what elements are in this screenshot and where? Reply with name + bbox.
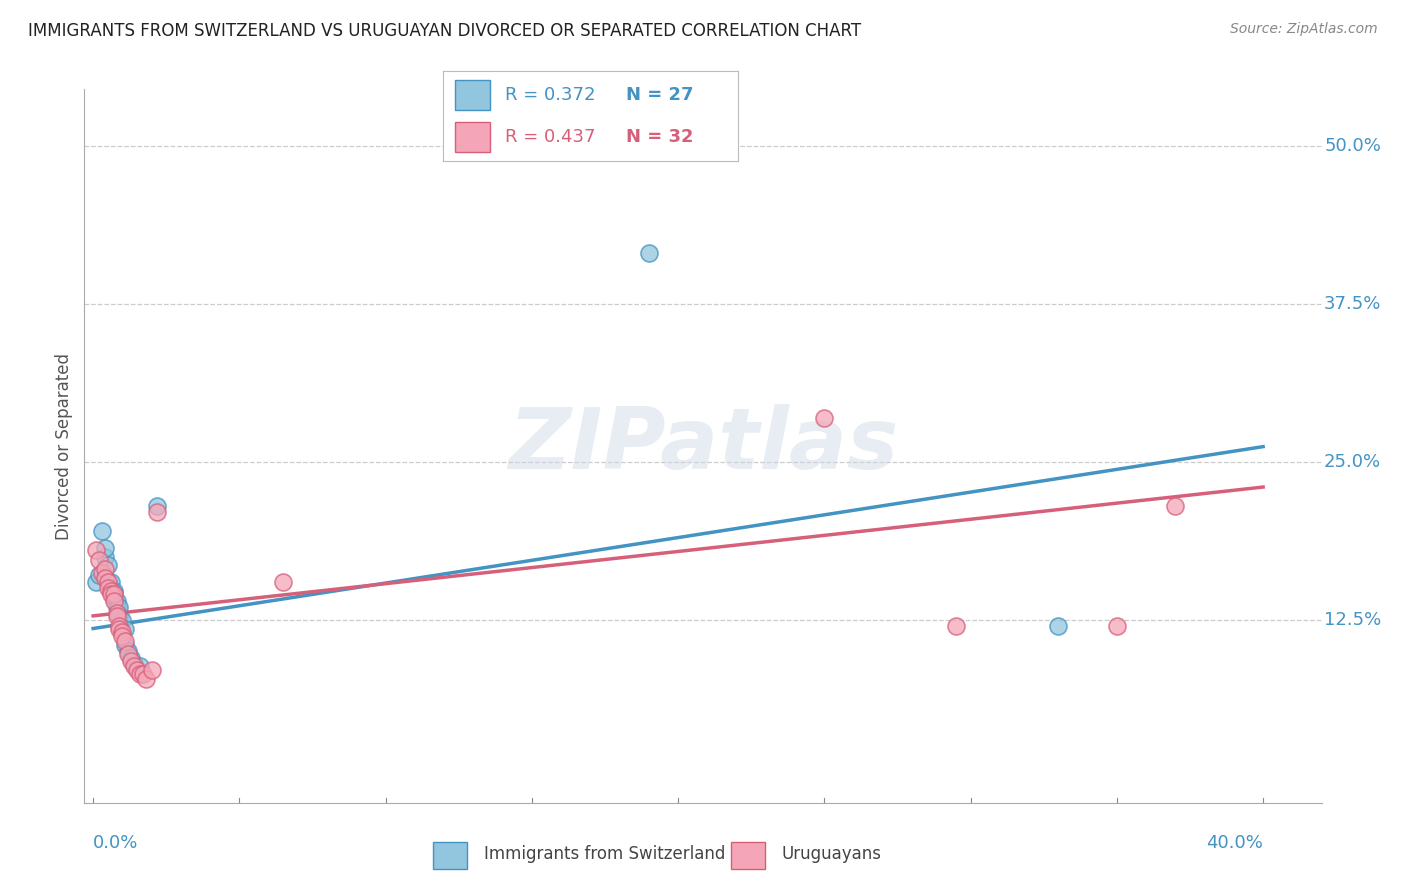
Point bbox=[945, 619, 967, 633]
Text: R = 0.372: R = 0.372 bbox=[505, 87, 595, 104]
Point bbox=[97, 574, 120, 589]
Text: IMMIGRANTS FROM SWITZERLAND VS URUGUAYAN DIVORCED OR SEPARATED CORRELATION CHART: IMMIGRANTS FROM SWITZERLAND VS URUGUAYAN… bbox=[28, 22, 862, 40]
Text: ZIPatlas: ZIPatlas bbox=[508, 404, 898, 488]
Point bbox=[100, 587, 122, 601]
Text: R = 0.437: R = 0.437 bbox=[505, 128, 595, 146]
Point bbox=[638, 246, 661, 260]
Point bbox=[100, 583, 122, 598]
Text: 50.0%: 50.0% bbox=[1324, 137, 1381, 155]
Point bbox=[108, 619, 131, 633]
Point bbox=[129, 659, 152, 673]
Y-axis label: Divorced or Separated: Divorced or Separated bbox=[55, 352, 73, 540]
FancyBboxPatch shape bbox=[454, 80, 491, 110]
Point bbox=[114, 634, 136, 648]
Point bbox=[120, 650, 142, 665]
Point bbox=[100, 574, 122, 589]
Point bbox=[117, 644, 139, 658]
Point bbox=[84, 574, 107, 589]
Point bbox=[111, 613, 134, 627]
Point bbox=[271, 574, 294, 589]
Point bbox=[122, 657, 145, 671]
Point bbox=[111, 625, 134, 640]
Point bbox=[122, 659, 145, 673]
Point bbox=[94, 571, 117, 585]
Point bbox=[114, 638, 136, 652]
Point bbox=[146, 505, 169, 519]
Point bbox=[108, 608, 131, 623]
Point bbox=[146, 499, 169, 513]
Text: Uruguayans: Uruguayans bbox=[782, 845, 882, 863]
Point bbox=[90, 566, 112, 580]
Point bbox=[87, 553, 110, 567]
Point bbox=[813, 410, 835, 425]
Text: 40.0%: 40.0% bbox=[1206, 834, 1263, 853]
Point bbox=[103, 587, 125, 601]
Point bbox=[97, 581, 120, 595]
Point bbox=[97, 574, 120, 589]
Point bbox=[129, 667, 152, 681]
Point bbox=[103, 591, 125, 606]
Point bbox=[108, 622, 131, 636]
Point bbox=[105, 607, 128, 621]
Point bbox=[120, 654, 142, 668]
Point bbox=[87, 568, 110, 582]
Point bbox=[135, 672, 157, 686]
Text: N = 32: N = 32 bbox=[626, 128, 693, 146]
Point bbox=[132, 667, 155, 681]
Point bbox=[125, 663, 148, 677]
Point bbox=[84, 543, 107, 558]
Point bbox=[103, 593, 125, 607]
Point bbox=[90, 524, 112, 539]
FancyBboxPatch shape bbox=[433, 842, 467, 869]
Point bbox=[1047, 619, 1070, 633]
Point bbox=[111, 629, 134, 643]
Point bbox=[105, 593, 128, 607]
Point bbox=[108, 600, 131, 615]
Text: 12.5%: 12.5% bbox=[1324, 611, 1381, 629]
Point bbox=[114, 622, 136, 636]
FancyBboxPatch shape bbox=[731, 842, 765, 869]
FancyBboxPatch shape bbox=[454, 122, 491, 152]
Point bbox=[94, 562, 117, 576]
Point bbox=[105, 608, 128, 623]
Text: Source: ZipAtlas.com: Source: ZipAtlas.com bbox=[1230, 22, 1378, 37]
Text: 0.0%: 0.0% bbox=[93, 834, 139, 853]
Point bbox=[1105, 619, 1128, 633]
Point bbox=[97, 558, 120, 573]
Text: Immigrants from Switzerland: Immigrants from Switzerland bbox=[484, 845, 725, 863]
Point bbox=[117, 647, 139, 661]
Text: 37.5%: 37.5% bbox=[1324, 295, 1382, 313]
Point bbox=[94, 549, 117, 564]
Point bbox=[103, 583, 125, 598]
Point bbox=[103, 587, 125, 601]
Point bbox=[105, 600, 128, 615]
Point bbox=[94, 541, 117, 555]
Point bbox=[1164, 499, 1187, 513]
Point bbox=[141, 663, 163, 677]
Point bbox=[100, 583, 122, 598]
Text: N = 27: N = 27 bbox=[626, 87, 693, 104]
Text: 25.0%: 25.0% bbox=[1324, 453, 1381, 471]
